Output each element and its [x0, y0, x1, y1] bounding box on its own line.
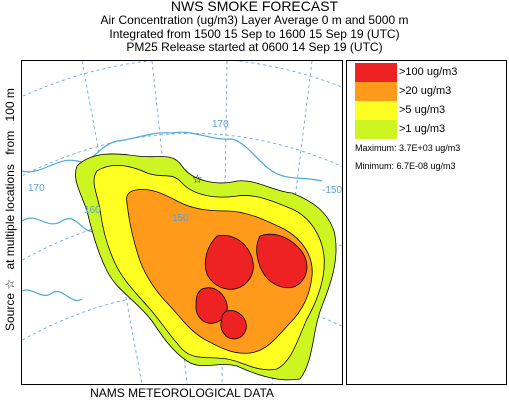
- subtitle-concentration: Air Concentration (ug/m3) Layer Average …: [100, 13, 409, 27]
- contour-100-a: [204, 234, 254, 290]
- legend-panel: >100 ug/m3 >20 ug/m3 >5 ug/m3 >1 ug/m3 M…: [346, 60, 507, 385]
- contour-100-c: [195, 287, 228, 324]
- legend-swatch-100: [355, 63, 397, 82]
- from-label: from: [3, 130, 17, 155]
- grid-label-3: 150: [172, 213, 189, 224]
- legend-swatch-1: [355, 120, 397, 139]
- smoke-plume: [75, 153, 337, 381]
- legend-minimum: Minimum: 6.7E-08 ug/m3: [355, 161, 456, 171]
- legend-swatch-5: [355, 101, 397, 120]
- legend-maximum: Maximum: 3.7E+03 ug/m3: [355, 143, 461, 153]
- smoke-map: 170 160 150 170 -150 ☆: [21, 60, 343, 385]
- grid-label-5: -150: [322, 185, 342, 196]
- legend-swatch-20: [355, 82, 397, 101]
- height-label: 100 m: [3, 88, 17, 122]
- legend-label-100: >100 ug/m3: [399, 66, 458, 78]
- grid-label-2: 160: [84, 205, 101, 216]
- legend-item-20: >20 ug/m3: [355, 82, 451, 101]
- source-side-label: Source ☆ at multiple locations from 100 …: [3, 88, 17, 334]
- subtitle-integration: Integrated from 1500 15 Sep to 1600 15 S…: [109, 27, 400, 41]
- map-canvas: 170 160 150 170 -150 ☆: [22, 61, 342, 384]
- legend-label-1: >1 ug/m3: [399, 123, 446, 135]
- chart-title: NWS SMOKE FORECAST: [170, 0, 339, 14]
- contour-100-b: [256, 233, 308, 289]
- legend-label-5: >5 ug/m3: [399, 104, 446, 116]
- footer-data-source: NAMS METEOROLOGICAL DATA: [90, 386, 274, 400]
- legend-item-5: >5 ug/m3: [355, 101, 445, 120]
- contour-100-d: [220, 310, 247, 340]
- source-star-icon: ☆: [192, 172, 203, 186]
- subtitle-release: PM25 Release started at 0600 14 Sep 19 (…: [126, 40, 383, 54]
- locations-label: at multiple locations: [3, 164, 17, 270]
- legend-item-1: >1 ug/m3: [355, 120, 445, 139]
- source-label: Source ☆: [3, 278, 17, 331]
- legend-label-20: >20 ug/m3: [399, 85, 452, 97]
- legend-item-100: >100 ug/m3: [355, 63, 457, 82]
- grid-label-4: 170: [212, 119, 229, 130]
- grid-label-1: 170: [28, 183, 45, 194]
